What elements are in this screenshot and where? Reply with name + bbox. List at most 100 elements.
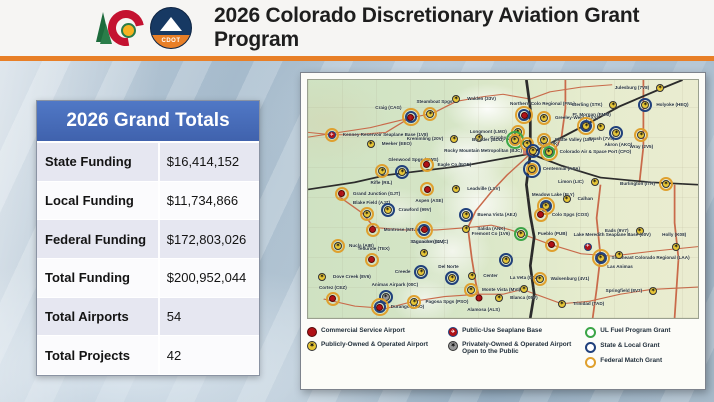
row-value: $16,414,152 (166, 154, 240, 170)
federal-grant-ring: ✶ (634, 128, 649, 143)
map-card: ✈ Kenney Reservoir Seaplane Base (1V8) ✶ Me… (300, 72, 706, 390)
legend-item: ✈ Public-Use Seaplane Base (448, 327, 585, 337)
public-airport-icon: ✶ (426, 109, 435, 118)
airport-label: Springfield (8V7) (605, 287, 643, 293)
federal-grant-ring: ✶ (375, 163, 390, 178)
airport-label: Pueblo (PUB) (537, 230, 568, 236)
public-airport-icon: ✶ (318, 272, 327, 281)
federal-grant-ring (515, 106, 534, 125)
public-airport-icon: ✶ (366, 139, 375, 148)
public-airport-icon: ✶ (410, 298, 419, 307)
row-value: 42 (166, 347, 182, 363)
federal-grant-ring: ✶ (577, 116, 596, 135)
table-row: Total Airports 54 (37, 297, 259, 337)
public-airport-icon: ✶ (637, 131, 646, 140)
commercial-airport-icon (307, 327, 317, 337)
airport-label: Leadville (LXV) (467, 186, 501, 192)
map-legend: Commercial Service Airport ✶ Publicly-Owne… (307, 324, 699, 380)
airport-label: Kremmling (20V) (406, 136, 444, 142)
public-airport-icon: ✶ (448, 274, 457, 283)
ulfuel-grant-ring: ✶ (513, 227, 528, 242)
legend-label: Public-Use Seaplane Base (462, 327, 543, 334)
commercial-airport-icon (548, 241, 556, 249)
federal-grant-ring-icon (585, 357, 597, 368)
commercial-airport-icon (420, 226, 428, 234)
public-airport-icon: ✶ (362, 209, 371, 218)
airport-label: Julesburg (7V8) (614, 85, 650, 91)
public-airport-icon: ✶ (307, 341, 317, 351)
legend-item: Commercial Service Airport (307, 327, 448, 337)
airport-label: Ft. Morgan (FMM) (572, 111, 611, 117)
airport-label: Glenwood Spgs (GWS) (388, 157, 439, 163)
public-airport-icon: ✶ (420, 248, 429, 257)
airport-label: Platte Valley (18V) (554, 136, 595, 142)
commercial-airport-icon (407, 113, 415, 121)
legend-item: ✶ Privately-Owned & Operated Airport Open… (448, 341, 585, 356)
federal-grant-ring (364, 252, 379, 267)
airport-label: Walden (33V) (467, 96, 496, 102)
public-airport-icon: ✶ (417, 268, 426, 277)
state-grant-ring (418, 223, 431, 236)
public-airport-icon: ✶ (467, 285, 476, 294)
seaplane-airport-icon: ✈ (448, 327, 459, 337)
public-airport-icon: ✶ (590, 178, 599, 187)
federal-grant-ring: ✶ (659, 177, 674, 191)
airport-label: Colo Spgs (COS) (551, 211, 589, 217)
state-grant-ring: ✶ (526, 143, 541, 158)
header-divider (0, 56, 714, 61)
seaplane-airport-icon: ✈ (327, 131, 336, 140)
airport-label: Trinidad (TAD) (572, 300, 605, 306)
state-grant-ring (404, 111, 417, 124)
public-airport-icon: ✶ (649, 286, 658, 295)
legend-item: State & Local Grant (585, 342, 699, 353)
public-airport-icon: ✶ (539, 113, 548, 122)
public-airport-icon: ✶ (544, 148, 553, 157)
airport-label: Telluride (TEX) (357, 245, 390, 251)
state-grant-ring-icon (585, 342, 597, 353)
airport-label: Colorado Air & Space Port (CFO) (559, 149, 632, 155)
airport-label: Gunnison (GUC) (412, 238, 449, 244)
row-value: $200,952,044 (166, 270, 247, 286)
mountain-icon (160, 17, 182, 31)
airport-label: Craig (CAG) (375, 104, 402, 110)
airport-label: Eagle Co (EGE) (437, 161, 472, 167)
airport-label: Cortez (CEZ) (318, 284, 347, 290)
state-grant-ring: ✶ (414, 265, 429, 280)
page-title: 2026 Colorado Discretionary Aviation Gra… (214, 4, 640, 51)
airport-label: Fremont Co (1V6) (471, 231, 510, 237)
public-airport-icon: ✶ (562, 195, 571, 203)
public-airport-icon: ✶ (383, 206, 392, 215)
airport-label: Aspen (ASE) (415, 198, 444, 204)
public-airport-icon: ✶ (468, 271, 477, 280)
airport-label: Creede (394, 269, 411, 275)
public-airport-icon: ✶ (582, 121, 591, 130)
row-value: $172,803,026 (166, 231, 247, 247)
airport-label: Del Norte (438, 263, 459, 269)
public-airport-icon: ✶ (527, 165, 536, 173)
airport-label: Meadow Lake (FLY) (531, 191, 575, 197)
airport-label: Salida (ANK) (477, 225, 506, 231)
ulfuel-grant-ring: ✶ (542, 146, 555, 159)
legend-column: ✈ Public-Use Seaplane Base ✶ Privately-Owne… (448, 324, 585, 380)
airport-label: La Veta (07V) (510, 274, 539, 280)
airport-label: Durango (DRO) (390, 304, 425, 310)
public-airport-icon: ✶ (656, 84, 665, 93)
federal-grant-ring: ✶ (536, 110, 551, 125)
commercial-airport-icon (338, 190, 346, 198)
tree-icon (100, 24, 112, 44)
public-airport-icon: ✶ (495, 293, 504, 302)
colorado-c-center-icon (121, 23, 136, 38)
legend-label: Publicly-Owned & Operated Airport (321, 341, 428, 348)
row-label: State Funding (37, 143, 160, 181)
public-airport-icon: ✶ (615, 251, 624, 260)
airport-label: Rifle (RIL) (370, 179, 393, 185)
airport-label: Dove Creek (8V6) (333, 273, 371, 279)
public-airport-icon: ✶ (462, 210, 471, 219)
public-airport-icon: ✶ (612, 128, 621, 137)
commercial-airport-icon (368, 256, 376, 264)
legend-label: State & Local Grant (600, 342, 660, 349)
airport-label: Limon (LIC) (558, 179, 584, 185)
table-row: Total Projects 42 (37, 336, 259, 376)
public-airport-icon: ✶ (462, 224, 471, 233)
state-grant-ring: ✶ (499, 252, 514, 267)
